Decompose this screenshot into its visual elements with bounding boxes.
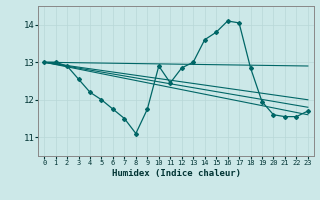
X-axis label: Humidex (Indice chaleur): Humidex (Indice chaleur) — [111, 169, 241, 178]
